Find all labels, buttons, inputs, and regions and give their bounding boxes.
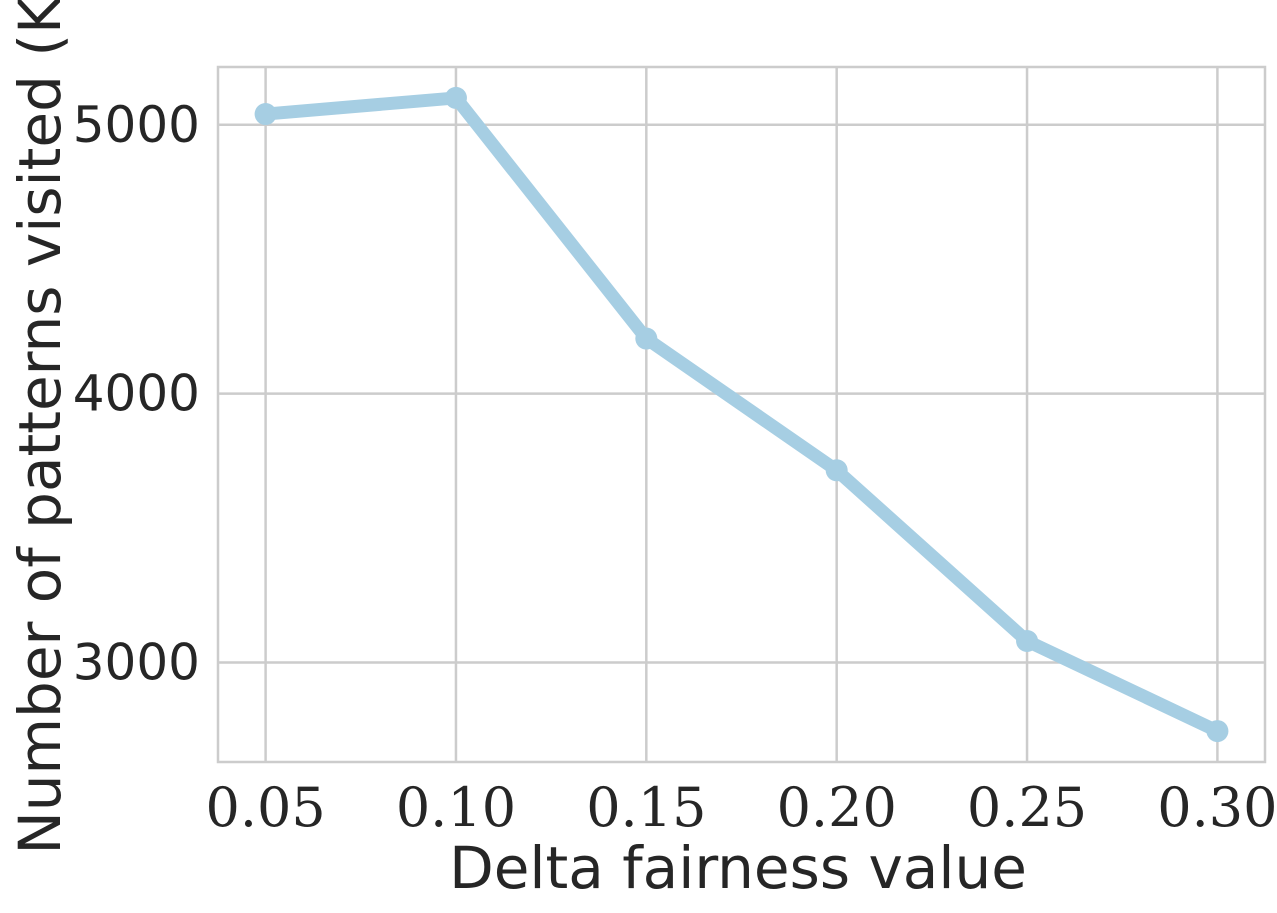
- y-tick-label: 4000: [73, 365, 200, 423]
- data-point: [825, 459, 848, 482]
- data-point: [635, 327, 658, 350]
- x-tick-label: 0.20: [777, 776, 897, 839]
- data-point: [1016, 630, 1039, 653]
- data-point: [444, 86, 467, 109]
- grid: [218, 67, 1265, 762]
- x-tick-labels: 0.05 0.10 0.15 0.20 0.25 0.30: [205, 776, 1277, 839]
- x-axis-label: Delta fairness value: [449, 834, 1027, 902]
- y-axis-label: Number of patterns visited (K): [6, 0, 74, 855]
- x-tick-label: 0.25: [967, 776, 1087, 839]
- data-point: [1206, 720, 1229, 743]
- series-line-0: [265, 91, 1221, 737]
- x-tick-label: 0.15: [586, 776, 706, 839]
- x-tick-label: 0.30: [1157, 776, 1277, 839]
- plot-frame: [216, 65, 1267, 764]
- x-tick-label: 0.10: [396, 776, 516, 839]
- y-tick-labels: 3000 4000 5000: [73, 96, 200, 692]
- y-tick-label: 5000: [73, 96, 200, 154]
- x-tick-label: 0.05: [205, 776, 325, 839]
- data-point: [254, 103, 277, 126]
- series-layer: [254, 86, 1229, 743]
- y-tick-label: 3000: [73, 634, 200, 692]
